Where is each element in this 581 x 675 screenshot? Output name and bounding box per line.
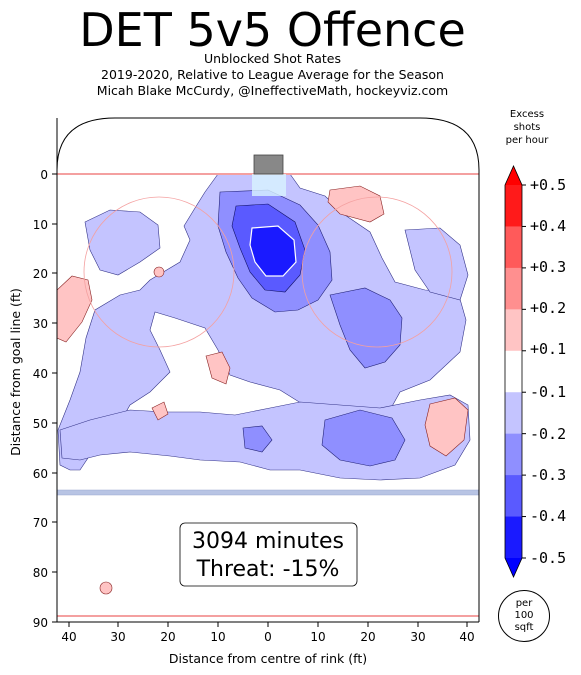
colorbar-band-3 bbox=[505, 309, 522, 352]
x-axis-label: Distance from centre of rink (ft) bbox=[169, 651, 367, 666]
chart-subtitle-3: Micah Blake McCurdy, @IneffectiveMath, h… bbox=[96, 83, 449, 98]
colorbar-band-4 bbox=[505, 350, 522, 393]
colorbar-tick-5: -0.1 bbox=[530, 383, 566, 401]
colorbar bbox=[504, 165, 526, 578]
contour-minus-0.2-lower bbox=[321, 409, 406, 467]
contour-plus-0.1-right-lower bbox=[424, 397, 469, 457]
colorbar-tick-0: +0.5 bbox=[530, 176, 566, 194]
y-tick-50: 50 bbox=[33, 417, 48, 431]
y-axis-label: Distance from goal line (ft) bbox=[8, 288, 23, 456]
y-tick-30: 30 bbox=[33, 317, 48, 331]
y-tick-20: 20 bbox=[33, 267, 48, 281]
y-tick-80: 80 bbox=[33, 566, 48, 580]
contour-plus-0.1-left-wall bbox=[57, 275, 93, 343]
annotation-box bbox=[179, 522, 358, 587]
contour-plus-0.1-small-left bbox=[151, 401, 169, 421]
x-tick-40-left: 40 bbox=[61, 630, 76, 644]
colorbar-band-5 bbox=[505, 392, 522, 435]
heatmap-contours bbox=[57, 173, 471, 595]
colorbar-extend-top bbox=[505, 166, 522, 185]
colorbar-tick-3: +0.2 bbox=[530, 299, 566, 317]
contour-minus-0.2-right bbox=[329, 287, 403, 369]
x-ticks: 40 30 20 10 0 10 20 30 40 bbox=[61, 622, 475, 644]
colorbar-tick-7: -0.3 bbox=[530, 466, 566, 484]
y-ticks: 0 10 20 30 40 50 60 70 80 90 bbox=[33, 168, 57, 630]
colorbar-tick-6: -0.2 bbox=[530, 425, 566, 443]
rink-boards bbox=[56, 117, 480, 622]
contour-minus-0.1-left-loop bbox=[84, 209, 161, 276]
faceoff-circle-right bbox=[301, 196, 453, 348]
contour-plus-0.1-dot-bottom bbox=[99, 581, 113, 595]
colorbar-title: Excess shots per hour bbox=[505, 109, 549, 146]
colorbar-tick-2: +0.3 bbox=[530, 258, 566, 276]
colorbar-band-8 bbox=[505, 516, 522, 559]
contour-minus-0.4 bbox=[249, 225, 297, 277]
colorbar-band-2 bbox=[505, 267, 522, 310]
chart-subtitle-2: 2019-2020, Relative to League Average fo… bbox=[101, 67, 444, 82]
x-tick-40-right: 40 bbox=[459, 630, 474, 644]
chart-subtitle-1: Unblocked Shot Rates bbox=[204, 51, 341, 66]
crease bbox=[252, 174, 286, 196]
contour-plus-0.1-dot-left bbox=[153, 266, 165, 278]
contour-minus-0.1-right-arc bbox=[404, 227, 469, 301]
annotation-minutes: 3094 minutes bbox=[192, 529, 344, 554]
chart-title: DET 5v5 Offence bbox=[79, 3, 466, 57]
x-tick-20-left: 20 bbox=[160, 630, 175, 644]
y-tick-90: 90 bbox=[33, 616, 48, 630]
x-tick-0: 0 bbox=[264, 630, 272, 644]
y-tick-40: 40 bbox=[33, 367, 48, 381]
x-tick-20-right: 20 bbox=[360, 630, 375, 644]
colorbar-extend-bottom bbox=[505, 558, 522, 577]
y-tick-60: 60 bbox=[33, 467, 48, 481]
colorbar-labels: +0.5 +0.4 +0.3 +0.2 +0.1 -0.1 -0.2 -0.3 … bbox=[530, 176, 566, 567]
colorbar-tick-4: +0.1 bbox=[530, 340, 566, 358]
colorbar-band-1 bbox=[505, 226, 522, 269]
contour-minus-0.2-small bbox=[242, 425, 273, 453]
colorbar-tick-1: +0.4 bbox=[530, 217, 566, 235]
x-tick-10-left: 10 bbox=[210, 630, 225, 644]
units-badge: per 100 sqft bbox=[498, 590, 550, 642]
contour-plus-0.1-top-right bbox=[327, 185, 385, 223]
x-tick-30-left: 30 bbox=[110, 630, 125, 644]
goal-net bbox=[253, 154, 284, 175]
colorbar-tick-9: -0.5 bbox=[530, 549, 566, 567]
colorbar-band-6 bbox=[505, 433, 522, 476]
y-tick-0: 0 bbox=[40, 168, 48, 182]
contour-minus-0.1-main bbox=[57, 173, 467, 471]
annotation-threat: Threat: -15% bbox=[196, 557, 340, 582]
colorbar-tick-8: -0.4 bbox=[530, 507, 566, 525]
colorbar-band-7 bbox=[505, 475, 522, 518]
x-tick-10-right: 10 bbox=[310, 630, 325, 644]
colorbar-band-0 bbox=[505, 185, 522, 227]
x-tick-30-right: 30 bbox=[410, 630, 425, 644]
blue-line bbox=[56, 489, 480, 496]
contour-plus-0.1-mid-left bbox=[205, 351, 231, 385]
y-tick-10: 10 bbox=[33, 218, 48, 232]
faceoff-circle-left bbox=[83, 196, 235, 348]
y-tick-70: 70 bbox=[33, 516, 48, 530]
